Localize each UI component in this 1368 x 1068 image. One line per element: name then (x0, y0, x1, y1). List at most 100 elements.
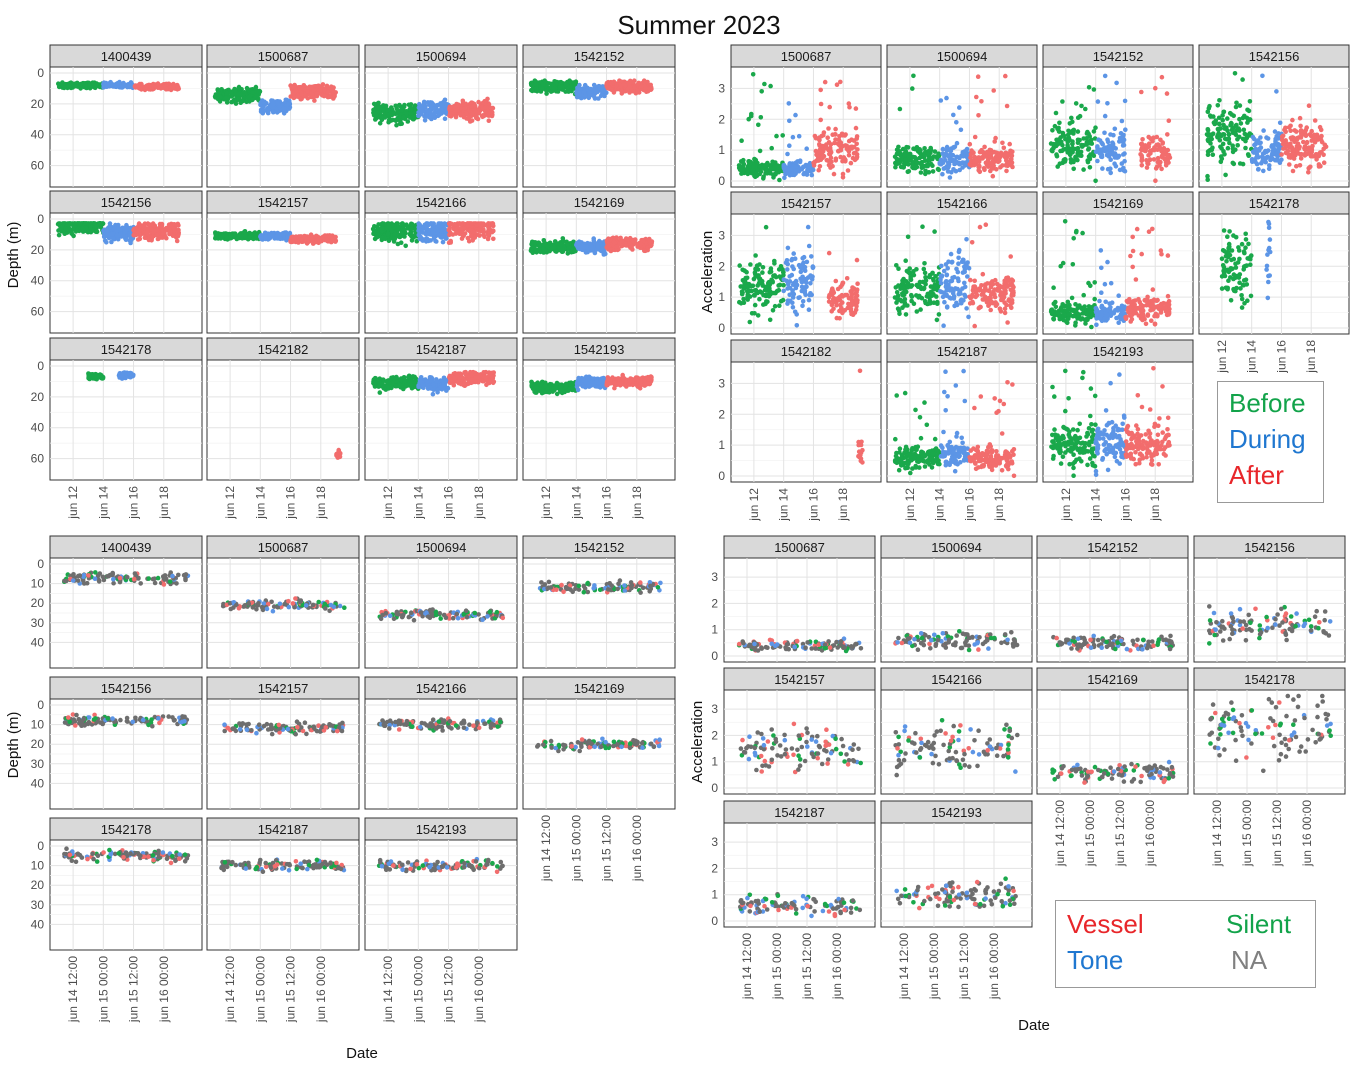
data-point (403, 243, 409, 249)
data-point (575, 240, 581, 246)
data-point (118, 226, 123, 232)
data-point (155, 82, 160, 87)
data-point (569, 386, 575, 391)
data-point (394, 221, 400, 226)
data-point (327, 94, 333, 100)
data-point (422, 222, 428, 228)
data-point (795, 159, 800, 164)
data-point (431, 236, 437, 241)
data-point (804, 146, 809, 151)
data-point (170, 233, 176, 238)
data-point (78, 81, 83, 87)
data-point (265, 106, 271, 112)
data-point (80, 226, 86, 232)
data-point (754, 171, 759, 176)
data-point (236, 96, 242, 101)
panel-label: 1542152 (574, 49, 625, 64)
data-point (448, 111, 453, 116)
data-point (373, 112, 379, 118)
data-point (781, 163, 787, 168)
data-point (244, 85, 250, 91)
data-point (792, 168, 798, 173)
data-point (297, 86, 303, 91)
data-point (621, 82, 626, 87)
data-point (541, 246, 546, 252)
data-point (457, 221, 462, 226)
data-point (224, 90, 229, 96)
data-point (325, 89, 331, 95)
data-point (604, 238, 610, 243)
data-point (416, 383, 421, 388)
data-point (486, 118, 492, 123)
data-point (154, 227, 160, 233)
data-point (787, 143, 792, 148)
data-point (429, 221, 435, 226)
data-point (801, 164, 806, 170)
data-point (115, 80, 120, 86)
data-point (397, 382, 402, 388)
data-point (484, 105, 489, 110)
data-point (486, 231, 492, 237)
data-point (332, 93, 337, 99)
data-point (638, 241, 644, 247)
data-point (404, 222, 409, 227)
data-point (401, 115, 407, 120)
data-point (377, 390, 383, 395)
data-point (78, 221, 83, 226)
data-point (467, 119, 473, 124)
data-point (85, 229, 91, 235)
data-point (393, 118, 399, 123)
x-tick-label: jun 16 (600, 486, 614, 520)
data-point (477, 222, 483, 227)
data-point (232, 98, 237, 103)
data-point (598, 93, 604, 98)
x-tick-label: jun 18 (472, 486, 486, 520)
data-point (89, 228, 95, 234)
data-point (635, 88, 640, 93)
data-point (119, 84, 124, 90)
data-point (389, 384, 394, 390)
data-point (119, 373, 125, 379)
data-point (785, 151, 790, 157)
data-point (534, 86, 539, 91)
data-point (250, 90, 255, 95)
data-point (541, 238, 547, 243)
data-point (532, 78, 538, 83)
panel-label: 1500694 (416, 49, 467, 64)
data-point (316, 237, 322, 242)
data-point (218, 236, 224, 241)
data-point (271, 101, 276, 107)
data-point (423, 104, 428, 109)
data-point (569, 88, 574, 94)
data-point (125, 225, 130, 230)
data-point (71, 82, 76, 87)
data-point (462, 380, 467, 386)
data-point (176, 227, 181, 233)
data-point (311, 88, 317, 93)
data-point (159, 223, 165, 229)
data-point (253, 84, 259, 90)
data-point (453, 114, 459, 120)
data-point (772, 164, 777, 170)
data-point (534, 250, 539, 255)
panel-label: 1542193 (574, 342, 625, 357)
data-point (757, 148, 763, 154)
points-1500687 (212, 82, 339, 116)
data-point (459, 226, 465, 231)
data-point (56, 232, 62, 238)
data-point (760, 165, 766, 170)
data-point (411, 116, 416, 122)
y-tick-label: 20 (31, 390, 45, 404)
data-point (161, 231, 166, 236)
data-point (491, 236, 496, 242)
data-point (756, 122, 761, 128)
y-tick-label: 20 (31, 97, 45, 111)
data-point (299, 91, 304, 96)
data-point (786, 101, 792, 106)
data-point (88, 223, 93, 228)
data-point (442, 116, 448, 121)
data-point (773, 171, 778, 176)
